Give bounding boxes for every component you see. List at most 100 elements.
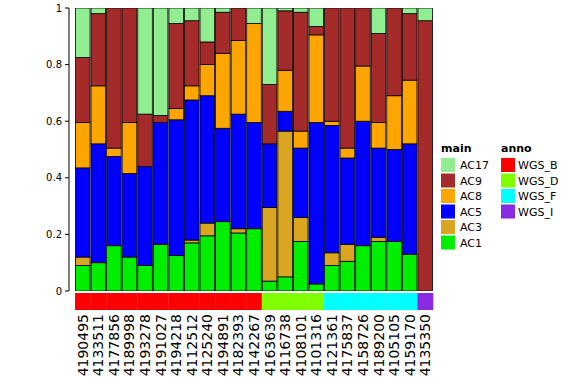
x-tick-label: 4158726 [355,314,371,376]
legend-title: anno [501,142,532,155]
bar-segment [169,256,184,291]
chart: 00.20.40.60.8141904954133511417785641899… [0,0,576,384]
bar-segment [122,174,137,257]
bar-segment [231,229,246,233]
bar-segment [356,8,371,66]
x-tick-label: 4177856 [106,314,122,376]
annotation-cell [168,293,184,310]
bar-segment [293,8,308,12]
bar-segment [293,241,308,291]
bar-segment [340,8,355,148]
legend-label: AC8 [460,190,482,203]
annotation-cell [137,293,153,310]
bar-segment [231,8,246,9]
legend-swatch [441,189,455,203]
bar-segment [200,42,215,65]
annotation-cell [262,293,278,310]
y-axis [69,8,70,291]
legend-swatch [441,174,455,188]
bar-segment [169,108,184,119]
bar-segment [340,158,355,244]
legend-swatch [441,205,455,219]
legend-label: WGS_I [518,206,553,219]
bar-segment [153,244,168,291]
bar-segment [231,233,246,291]
x-tick-label: 4135350 [417,314,433,376]
legend-swatch [501,189,515,203]
bar-segment [184,240,199,243]
bar-segment [371,123,386,148]
y-tick [65,64,69,65]
x-tick-label: 4190495 [75,314,91,376]
bar-segment [138,166,153,265]
bar-segment [138,114,153,166]
annotation-cell [277,293,293,310]
bar-segment [293,217,308,241]
bar-segment [325,8,340,121]
annotation-cell [293,293,309,310]
x-tick-label: 4108101 [293,314,309,376]
legend-label: AC17 [460,159,489,172]
bar-segment [371,237,386,241]
bar-segment [122,8,137,123]
x-tick-label: 4116738 [277,314,293,376]
annotation-cell [200,293,216,310]
bar-segment [169,120,184,256]
bar-segment [107,148,122,156]
bar-segment [216,128,231,221]
legend-label: AC5 [460,206,482,219]
bar-segment [122,123,137,174]
bar-segment [309,26,324,34]
x-tick-label: 4125240 [199,314,215,376]
bar-segment [418,8,433,21]
bar-segment [262,84,277,143]
bar-segment [91,14,106,86]
x-tick-label: 4194891 [215,314,231,376]
x-tick-label: 4159170 [402,314,418,376]
legend-swatch [501,174,515,188]
annotation-cell [122,293,138,310]
annotation-cell [215,293,231,310]
x-tick-label: 4105105 [386,314,402,376]
bar-segment [325,121,340,125]
bar-segment [153,123,168,245]
bar-segment [371,33,386,122]
bar-segment [402,254,417,291]
bar-segment [91,144,106,263]
bar-segment [371,8,386,33]
y-tick [65,121,69,122]
bar-segment [76,8,91,58]
bar-segment [76,168,91,257]
annotation-cell [371,293,387,310]
bar-segment [402,80,417,144]
bar-segment [138,266,153,291]
bar-segment [184,21,199,86]
x-tick-label: 4189200 [371,314,387,376]
bar-segment [107,8,122,9]
bar-segment [122,257,137,291]
legend-swatch [501,205,515,219]
bar-segment [309,123,324,284]
bar-segment [356,246,371,291]
bar-segment [278,111,293,131]
bar-segment [293,131,308,148]
bar-segment [247,8,262,24]
bar-segment [76,257,91,265]
x-tick-label: 4191027 [153,314,169,376]
bar-segment [309,35,324,123]
bar-segment [293,148,308,217]
annotation-cell [324,293,340,310]
bar-segment [371,148,386,237]
annotation-cell [308,293,324,310]
y-tick-label: 0.2 [46,229,62,240]
bar-segment [402,8,417,14]
bar-segment [340,261,355,291]
x-tick-label: 4133511 [90,314,106,376]
bar-segment [184,8,199,21]
bar-segment [169,24,184,109]
legend-label: WGS_F [518,190,556,203]
annotation-cell [402,293,418,310]
annotation-cell [386,293,402,310]
bar-segment [262,8,277,84]
bar-segment [278,70,293,111]
